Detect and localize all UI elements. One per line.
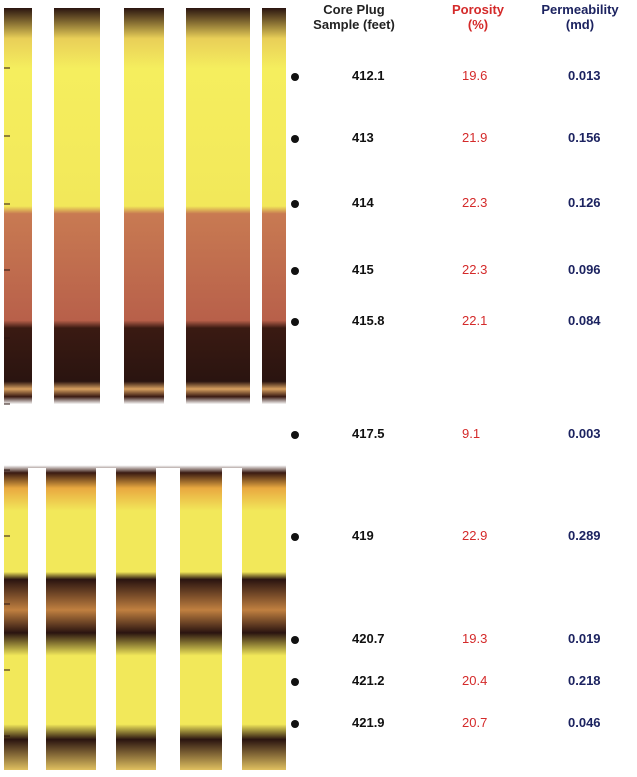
sample-depth: 421.9 (352, 715, 385, 730)
sample-porosity: 22.3 (462, 195, 488, 210)
sample-permeability: 0.156 (568, 130, 601, 145)
sample-depth: 420.7 (352, 631, 385, 646)
sample-marker-icon (291, 267, 299, 275)
sample-depth: 415.8 (352, 313, 385, 328)
porosity-header: Porosity (%) (438, 2, 518, 32)
sample-header-line1: Core Plug (323, 2, 385, 17)
sample-row: 415 22.3 0.096 (0, 262, 637, 282)
sample-porosity: 9.1 (462, 426, 481, 441)
sample-marker-icon (291, 678, 299, 686)
sample-porosity: 20.4 (462, 673, 488, 688)
sample-row: 421.9 20.7 0.046 (0, 715, 637, 735)
sample-permeability: 0.126 (568, 195, 601, 210)
sample-row: 413 21.9 0.156 (0, 130, 637, 150)
sample-porosity: 21.9 (462, 130, 488, 145)
sample-row: 420.7 19.3 0.019 (0, 631, 637, 651)
sample-marker-icon (291, 200, 299, 208)
sample-permeability: 0.289 (568, 528, 601, 543)
sample-depth: 419 (352, 528, 374, 543)
sample-marker-icon (291, 73, 299, 81)
sample-marker-icon (291, 135, 299, 143)
sample-permeability: 0.013 (568, 68, 601, 83)
permeability-header: Permeability (md) (530, 2, 630, 32)
porosity-header-line1: Porosity (451, 2, 504, 17)
sample-porosity: 19.6 (462, 68, 488, 83)
sample-header-line2: Sample (feet) (313, 17, 395, 32)
porosity-header-line2: (%) (467, 17, 489, 32)
sample-marker-icon (291, 318, 299, 326)
sample-depth: 421.2 (352, 673, 385, 688)
sample-permeability: 0.019 (568, 631, 601, 646)
sample-permeability: 0.046 (568, 715, 601, 730)
sample-depth: 414 (352, 195, 374, 210)
permeability-header-line1: Permeability (541, 2, 619, 17)
sample-marker-icon (291, 636, 299, 644)
sample-porosity: 22.1 (462, 313, 488, 328)
sample-marker-icon (291, 720, 299, 728)
sample-depth: 415 (352, 262, 374, 277)
sample-permeability: 0.084 (568, 313, 601, 328)
sample-marker-icon (291, 533, 299, 541)
sample-permeability: 0.218 (568, 673, 601, 688)
sample-row: 417.5 9.1 0.003 (0, 426, 637, 446)
sample-row: 412.1 19.6 0.013 (0, 68, 637, 88)
permeability-header-line2: (md) (565, 17, 595, 32)
sample-porosity: 22.3 (462, 262, 488, 277)
sample-porosity: 22.9 (462, 528, 488, 543)
sample-porosity: 19.3 (462, 631, 488, 646)
sample-depth: 413 (352, 130, 374, 145)
sample-permeability: 0.003 (568, 426, 601, 441)
sample-marker-icon (291, 431, 299, 439)
sample-row: 414 22.3 0.126 (0, 195, 637, 215)
sample-porosity: 20.7 (462, 715, 488, 730)
core-photo (4, 8, 286, 770)
sample-depth-header: Core Plug Sample (feet) (308, 2, 400, 32)
sample-row: 419 22.9 0.289 (0, 528, 637, 548)
sample-depth: 417.5 (352, 426, 385, 441)
sample-permeability: 0.096 (568, 262, 601, 277)
sample-row: 415.8 22.1 0.084 (0, 313, 637, 333)
sample-row: 421.2 20.4 0.218 (0, 673, 637, 693)
sample-depth: 412.1 (352, 68, 385, 83)
